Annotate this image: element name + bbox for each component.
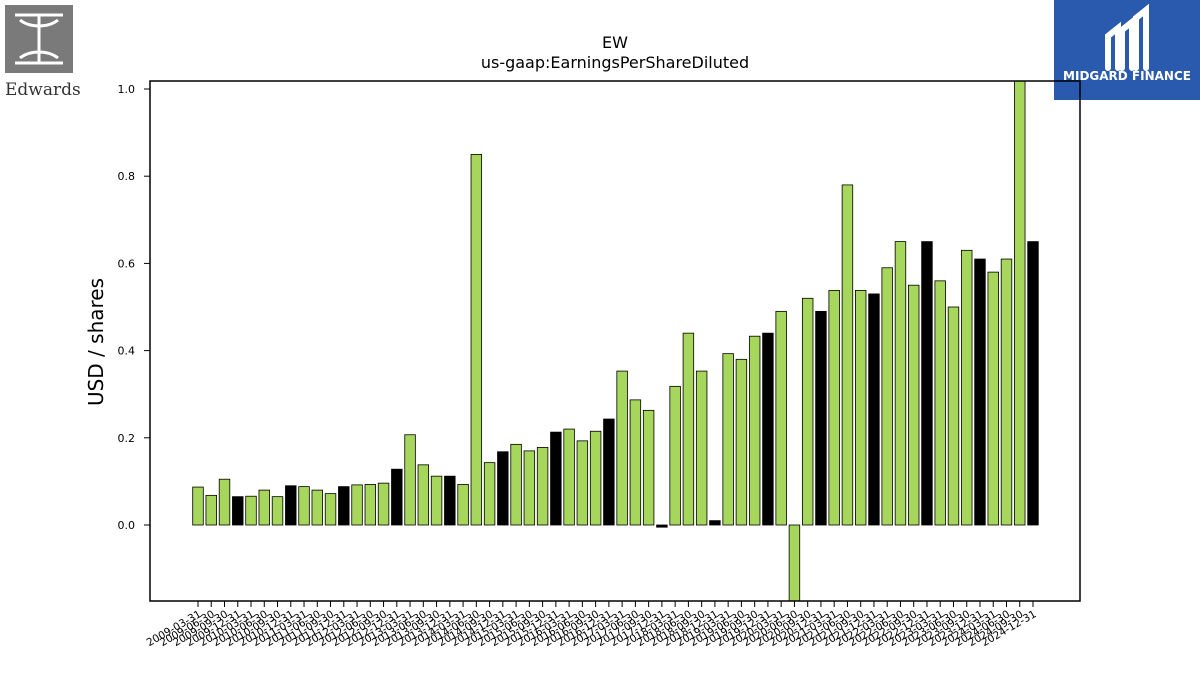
bar [550, 431, 562, 526]
x-axis: 2009-03-312009-06-302009-09-302009-12-31… [145, 601, 1039, 649]
bar [483, 462, 496, 526]
y-tick-label: 0.2 [118, 432, 136, 445]
bar [258, 489, 270, 526]
bar [815, 310, 827, 526]
bar [762, 332, 774, 526]
bar [444, 475, 456, 526]
y-axis-label: USD / shares [84, 278, 108, 406]
bar [470, 153, 483, 526]
y-tick-label: 0.4 [118, 345, 136, 358]
bar [285, 485, 297, 526]
bar [894, 241, 907, 526]
bar [1000, 258, 1013, 526]
bar [457, 484, 469, 526]
bar [682, 332, 695, 526]
y-tick-label: 0.8 [118, 170, 136, 183]
bar [735, 358, 748, 526]
bar [934, 280, 946, 526]
edwards-logo: Edwards [5, 5, 81, 100]
bar [974, 258, 986, 526]
bar [616, 370, 628, 526]
bar-series [192, 80, 1039, 602]
edwards-logo-text: Edwards [5, 80, 81, 100]
bar [987, 271, 999, 526]
y-tick-label: 1.0 [118, 83, 136, 96]
bar [364, 484, 377, 526]
bar [788, 524, 801, 602]
bar [629, 399, 642, 526]
bar [801, 297, 814, 526]
bar [908, 284, 920, 526]
bar [417, 464, 430, 526]
bar [245, 495, 257, 526]
bar [1014, 80, 1026, 526]
bar [868, 293, 880, 526]
bar [311, 489, 323, 526]
bar [324, 493, 337, 526]
y-tick-label: 0.0 [118, 519, 136, 532]
bar [510, 443, 522, 526]
bar [1027, 241, 1039, 526]
bar [695, 370, 708, 526]
bar [947, 306, 960, 526]
bar [921, 241, 933, 526]
bar [722, 353, 734, 526]
bar [589, 430, 602, 526]
bar [536, 446, 549, 526]
chart-title: EW [602, 33, 628, 52]
bar [523, 450, 536, 526]
bar [351, 484, 363, 526]
plot-frame [149, 80, 1081, 602]
bar [855, 290, 867, 526]
y-axis: 0.0 0.2 0.4 0.6 0.8 1.0 [118, 83, 150, 532]
bar [669, 385, 681, 526]
bar [748, 335, 761, 526]
midgard-finance-logo-text: MIDGARD FINANCE [1063, 69, 1191, 83]
bar [642, 409, 655, 526]
y-tick-label: 0.6 [118, 257, 136, 270]
bar [497, 451, 509, 526]
bar [841, 184, 854, 526]
bar [192, 486, 204, 526]
bar [218, 478, 231, 526]
bar [881, 267, 893, 526]
bar [232, 496, 244, 526]
bar [430, 475, 443, 526]
bar [298, 486, 310, 526]
bar [563, 428, 575, 526]
bar [377, 482, 390, 526]
bar [775, 310, 787, 526]
bar [603, 418, 615, 526]
bar [338, 486, 350, 526]
midgard-finance-logo: MIDGARD FINANCE [1054, 0, 1200, 100]
bar [576, 440, 589, 526]
bar [205, 494, 217, 526]
bar [709, 520, 721, 526]
bar [961, 249, 973, 526]
bar [828, 290, 840, 526]
chart-subtitle: us-gaap:EarningsPerShareDiluted [481, 53, 749, 72]
bar [271, 496, 284, 526]
bar [391, 468, 403, 526]
bar [656, 524, 668, 528]
bar [404, 434, 416, 526]
